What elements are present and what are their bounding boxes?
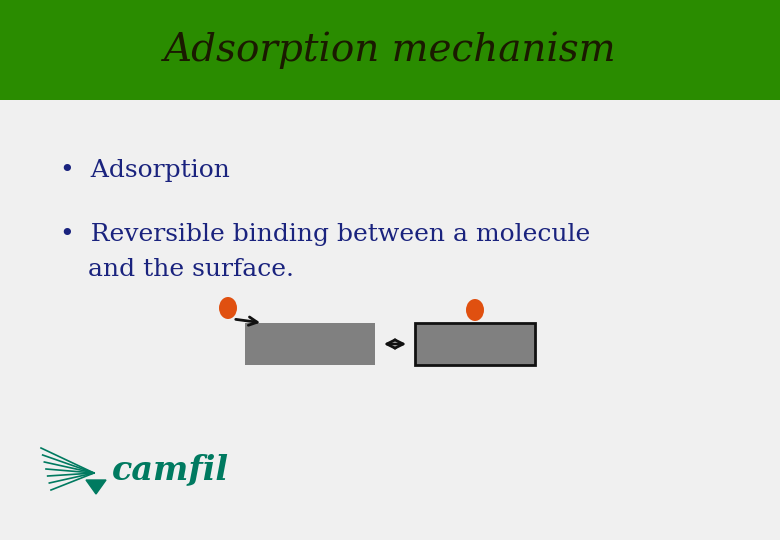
Ellipse shape [219,297,237,319]
Bar [415,323,535,365]
Polygon shape [86,480,106,494]
Text: and the surface.: and the surface. [88,259,294,281]
Ellipse shape [466,299,484,321]
Text: Adsorption mechanism: Adsorption mechanism [164,31,616,69]
Bar [0,0,780,100]
Text: •  Reversible binding between a molecule: • Reversible binding between a molecule [60,224,590,246]
Text: camfil: camfil [112,454,229,487]
Text: •  Adsorption: • Adsorption [60,159,230,181]
Bar [245,323,375,365]
